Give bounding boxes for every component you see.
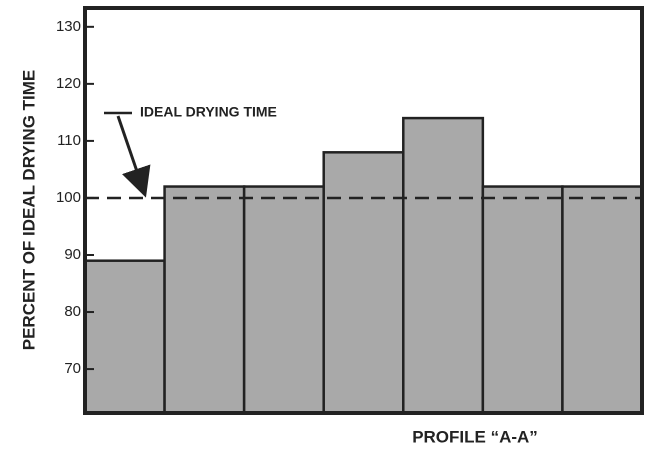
y-tick-label: 90 [64, 246, 81, 263]
bar [83, 259, 166, 415]
x-axis-label: PROFILE “A-A” [412, 427, 538, 446]
bar [242, 185, 325, 415]
y-axis-label: PERCENT OF IDEAL DRYING TIME [19, 70, 38, 351]
y-tick-label: 120 [56, 75, 81, 92]
y-tick-label: 110 [57, 132, 81, 149]
y-tick-label: 130 [56, 18, 81, 35]
bar [163, 185, 246, 415]
plot-frame [83, 6, 644, 415]
bar [402, 116, 485, 415]
callout-arrow [116, 115, 151, 198]
reference-label: IDEAL DRYING TIME [140, 104, 277, 120]
bar [561, 185, 644, 415]
bar [481, 185, 564, 415]
y-tick-label: 100 [56, 189, 81, 206]
y-tick-label: 70 [64, 360, 81, 377]
y-tick-label: 80 [64, 303, 81, 320]
bar [322, 151, 405, 415]
